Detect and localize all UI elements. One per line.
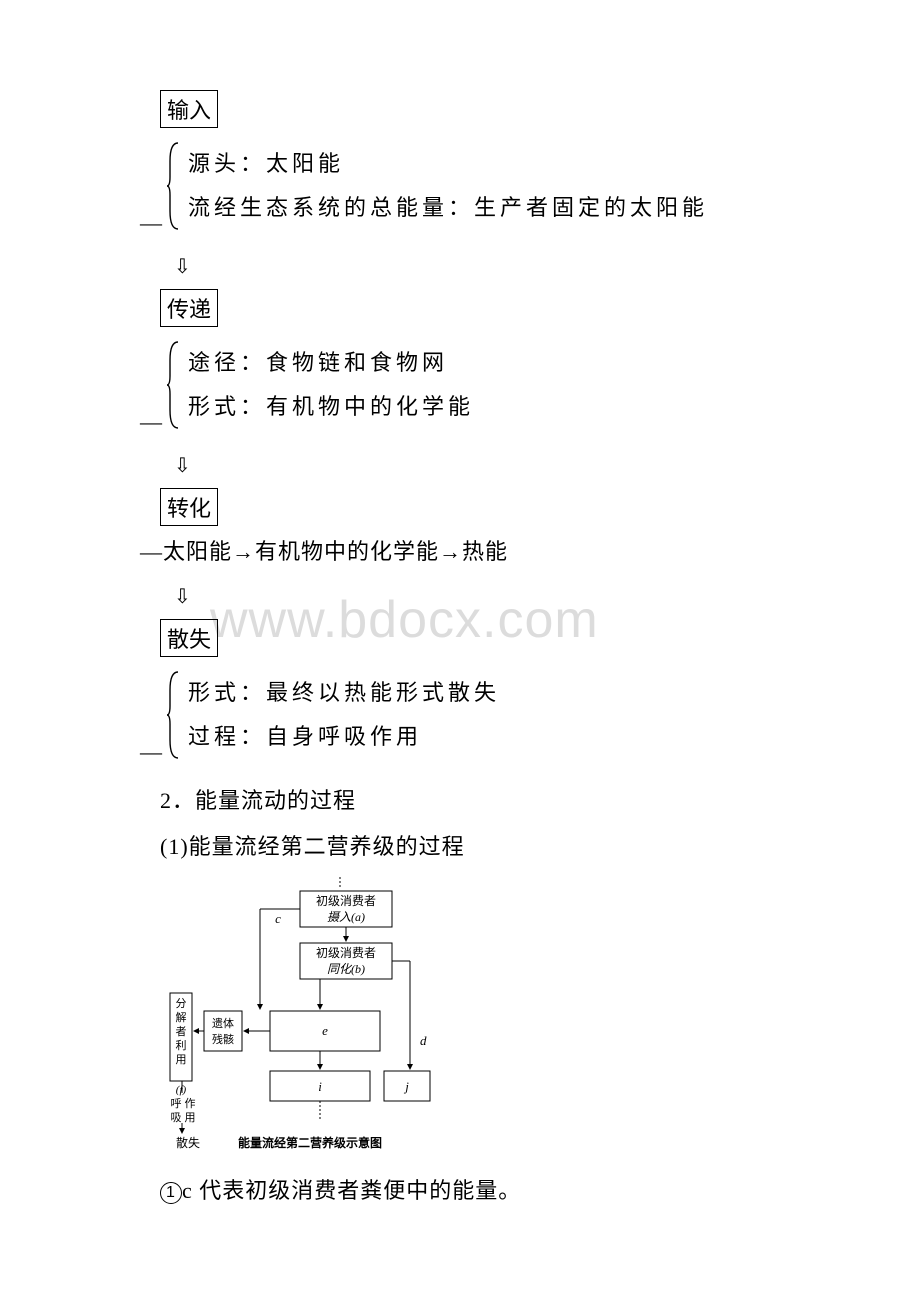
dash-mark: — [140,212,162,236]
disperse-line-2: 过程：自身呼吸作用 [188,715,500,759]
svg-text:同化(b): 同化(b) [327,962,365,976]
arrow-down-icon: ⇩ [174,254,760,279]
svg-text:残骸: 残骸 [212,1032,234,1046]
input-line-2: 流经生态系统的总能量：生产者固定的太阳能 [188,186,708,230]
svg-text:初级消费者: 初级消费者 [316,946,376,960]
diagram-intake-1: 初级消费者 [316,894,376,908]
transfer-line-2: 形式：有机物中的化学能 [188,385,474,429]
label-disperse: 散失 [160,619,218,657]
note-1-text: c 代表初级消费者粪便中的能量。 [182,1178,521,1203]
svg-text:c: c [275,911,281,926]
brace-disperse: — 形式：最终以热能形式散失 过程：自身呼吸作用 [140,665,760,765]
section-input: 输入 — 源头：太阳能 流经生态系统的总能量：生产者固定的太阳能 [160,90,760,236]
main-content: 输入 — 源头：太阳能 流经生态系统的总能量：生产者固定的太阳能 ⇩ 传递 — [160,90,760,1205]
label-input: 输入 [160,90,218,128]
brace-icon [166,335,182,435]
svg-text:(f): (f) [176,1084,187,1096]
svg-text:d: d [420,1033,427,1048]
svg-text:解: 解 [176,1010,187,1024]
svg-text:呼: 呼 [171,1097,182,1110]
brace-icon [166,665,182,765]
section-convert: 转化 —太阳能→有机物中的化学能→热能 [160,488,760,566]
label-transfer: 传递 [160,289,218,327]
note-1: 1c 代表初级消费者粪便中的能量。 [160,1173,760,1205]
disperse-line-1: 形式：最终以热能形式散失 [188,671,500,715]
svg-text:遗体: 遗体 [212,1016,234,1030]
svg-text:者: 者 [176,1025,187,1038]
brace-input: — 源头：太阳能 流经生态系统的总能量：生产者固定的太阳能 [140,136,760,236]
svg-text:用: 用 [176,1054,187,1066]
input-line-1: 源头：太阳能 [188,142,708,186]
svg-text:摄入(a): 摄入(a) [327,910,365,924]
brace-icon [166,136,182,236]
section-disperse: 散失 — 形式：最终以热能形式散失 过程：自身呼吸作用 [160,619,760,765]
transfer-line-1: 途径：食物链和食物网 [188,341,474,385]
svg-text:j: j [403,1079,409,1094]
convert-text: —太阳能→有机物中的化学能→热能 [140,534,760,566]
svg-text:作: 作 [185,1097,196,1110]
subheading-1: (1)能量流经第二营养级的过程 [160,829,760,861]
arrow-down-icon: ⇩ [174,453,760,478]
svg-text:吸: 吸 [171,1112,182,1124]
svg-text:分: 分 [176,997,187,1010]
dash-mark: — [140,411,162,435]
energy-flow-diagram: 初级消费者 摄入(a) c 初级消费者 同化(b) d 分 解 者 利 [160,875,760,1155]
dash-mark: — [140,741,162,765]
brace-transfer: — 途径：食物链和食物网 形式：有机物中的化学能 [140,335,760,435]
svg-text:i: i [318,1079,322,1094]
svg-text:散失: 散失 [176,1135,200,1150]
arrow-down-icon: ⇩ [174,584,760,609]
svg-text:利: 利 [176,1039,187,1052]
section-transfer: 传递 — 途径：食物链和食物网 形式：有机物中的化学能 [160,289,760,435]
label-convert: 转化 [160,488,218,526]
heading-2: 2．能量流动的过程 [160,783,760,815]
svg-text:e: e [322,1023,328,1038]
circled-number: 1 [160,1182,182,1204]
diagram-caption: 能量流经第二营养级示意图 [238,1135,382,1150]
svg-text:用: 用 [185,1112,196,1124]
